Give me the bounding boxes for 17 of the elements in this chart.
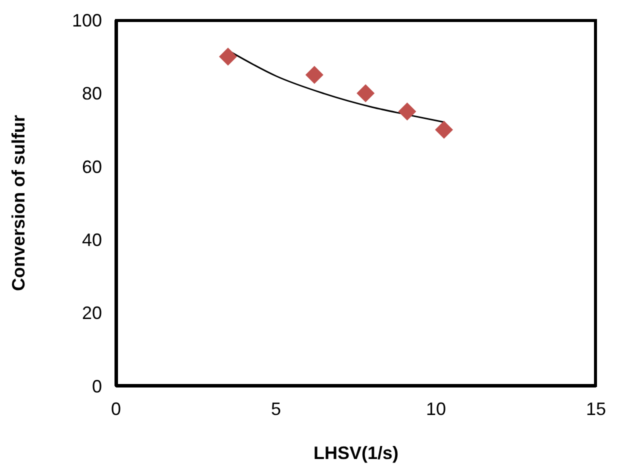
x-tick-label: 10 — [426, 398, 446, 419]
point — [435, 120, 453, 139]
y-axis-title: Conversion of sulfur — [8, 114, 28, 292]
y-tick-label: 0 — [92, 376, 102, 396]
point — [356, 84, 375, 102]
point — [219, 48, 237, 66]
y-tick-label: 20 — [82, 303, 102, 324]
y-tick-label: 60 — [82, 156, 102, 177]
y-tick-label: 80 — [82, 84, 102, 104]
point — [305, 66, 324, 84]
x-axis-title: LHSV(1/s) — [313, 443, 399, 463]
y-tick-label: 40 — [82, 230, 102, 250]
y-tick-label: 100 — [72, 10, 102, 30]
x-tick-label: 0 — [110, 398, 122, 419]
point — [398, 102, 416, 120]
x-tick-label: 5 — [270, 398, 282, 419]
x-tick-label: 15 — [586, 398, 606, 419]
